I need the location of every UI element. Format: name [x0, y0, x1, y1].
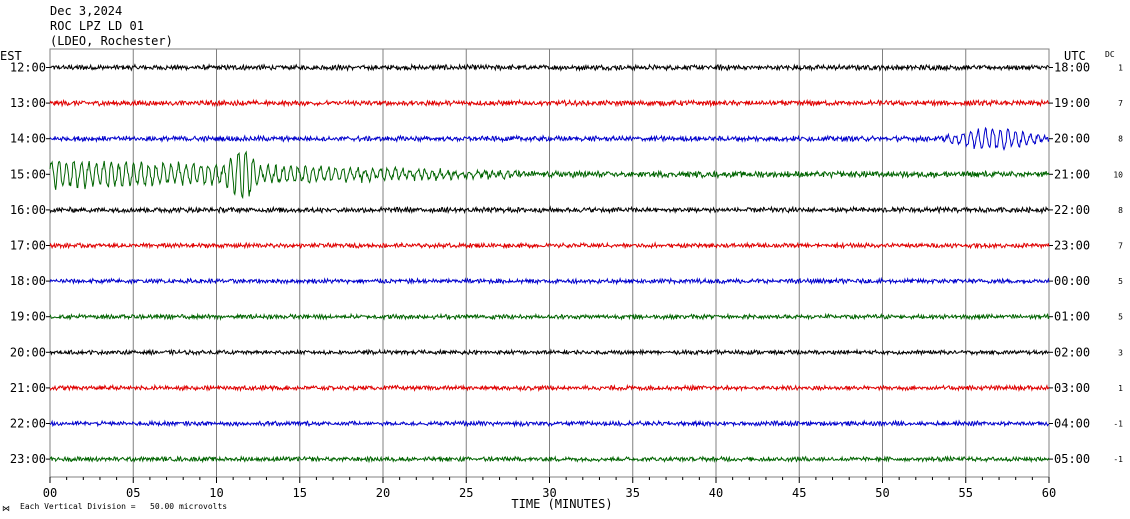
trace-line — [49, 419, 1050, 428]
trace-line — [49, 241, 1050, 250]
scale-marker-icon: ⋈ — [2, 504, 10, 513]
x-tick-label: 40 — [709, 486, 723, 500]
x-tick-label: 00 — [43, 486, 57, 500]
est-label: 18:00 — [10, 274, 46, 288]
est-label: 19:00 — [10, 310, 46, 324]
x-axis-label: TIME (MINUTES) — [511, 497, 612, 511]
utc-axis-title: UTC — [1064, 49, 1086, 63]
utc-label: 19:00 — [1054, 96, 1090, 110]
x-tick-label: 50 — [875, 486, 889, 500]
trace-line — [49, 150, 1050, 200]
est-label: 12:00 — [10, 61, 46, 75]
chart-date: Dec 3,2024 — [50, 4, 123, 18]
dc-value: -1 — [1113, 455, 1123, 464]
dc-value: 1 — [1118, 384, 1123, 393]
x-tick-label: 25 — [459, 486, 473, 500]
dc-value: 10 — [1113, 170, 1123, 179]
chart-station: ROC LPZ LD 01 — [50, 19, 144, 33]
scale-note: Each Vertical Division = 50.00 microvolt… — [20, 502, 227, 511]
utc-label: 22:00 — [1054, 203, 1090, 217]
dc-value: -1 — [1113, 420, 1123, 429]
trace-line — [49, 348, 1050, 357]
utc-label: 03:00 — [1054, 381, 1090, 395]
trace-line — [49, 126, 1050, 151]
x-tick-label: 60 — [1042, 486, 1056, 500]
x-tick-label: 05 — [126, 486, 140, 500]
x-tick-label: 30 — [542, 486, 556, 500]
dc-value: 5 — [1118, 277, 1123, 286]
est-label: 17:00 — [10, 239, 46, 253]
x-tick-label: 55 — [959, 486, 973, 500]
trace-group — [49, 62, 1050, 464]
utc-label: 18:00 — [1054, 61, 1090, 75]
est-axis-title: EST — [0, 49, 22, 63]
trace-line — [49, 454, 1050, 464]
dc-value: 1 — [1118, 64, 1123, 73]
utc-label: 05:00 — [1054, 452, 1090, 466]
dc-column-title: DC — [1105, 50, 1115, 59]
grid-lines — [46, 48, 1053, 483]
trace-line — [49, 98, 1049, 108]
est-label: 20:00 — [10, 345, 46, 359]
x-tick-label: 45 — [792, 486, 806, 500]
chart-network: (LDEO, Rochester) — [50, 34, 173, 48]
utc-label: 00:00 — [1054, 274, 1090, 288]
x-tick-label: 10 — [209, 486, 223, 500]
x-tick-label: 20 — [376, 486, 390, 500]
trace-line — [49, 383, 1050, 393]
trace-line — [49, 312, 1050, 321]
utc-label: 20:00 — [1054, 132, 1090, 146]
dc-value: 5 — [1118, 313, 1123, 322]
dc-value: 7 — [1118, 99, 1123, 108]
dc-value: 8 — [1118, 135, 1123, 144]
utc-label: 04:00 — [1054, 417, 1090, 431]
est-label: 16:00 — [10, 203, 46, 217]
est-label: 23:00 — [10, 452, 46, 466]
trace-line — [49, 62, 1050, 73]
est-label: 15:00 — [10, 167, 46, 181]
est-label: 13:00 — [10, 96, 46, 110]
utc-label: 02:00 — [1054, 345, 1090, 359]
dc-value: 8 — [1118, 206, 1123, 215]
est-label: 14:00 — [10, 132, 46, 146]
utc-label: 01:00 — [1054, 310, 1090, 324]
trace-line — [49, 276, 1050, 286]
dc-value: 7 — [1118, 242, 1123, 251]
utc-label: 21:00 — [1054, 167, 1090, 181]
utc-label: 23:00 — [1054, 239, 1090, 253]
est-label: 22:00 — [10, 417, 46, 431]
est-label: 21:00 — [10, 381, 46, 395]
x-tick-label: 15 — [293, 486, 307, 500]
dc-value: 3 — [1118, 348, 1123, 357]
x-tick-label: 35 — [626, 486, 640, 500]
trace-line — [49, 205, 1050, 215]
